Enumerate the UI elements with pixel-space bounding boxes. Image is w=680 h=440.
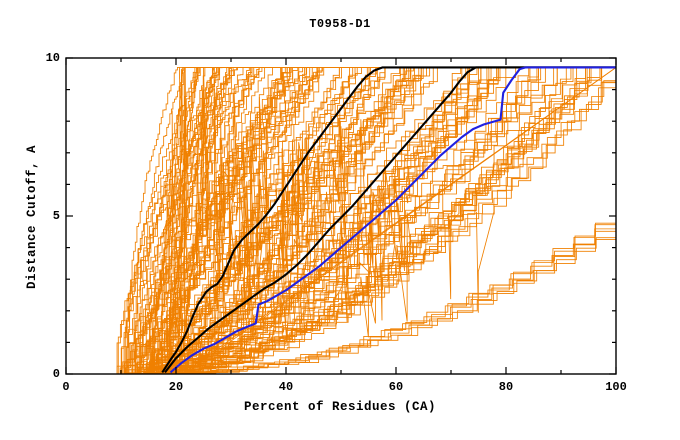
prediction-curve bbox=[113, 67, 616, 374]
x-tick-label: 0 bbox=[62, 380, 70, 394]
prediction-curve bbox=[118, 67, 616, 374]
x-tick-label: 100 bbox=[605, 380, 627, 394]
prediction-curve bbox=[116, 67, 616, 374]
prediction-curve bbox=[136, 67, 616, 374]
prediction-curve bbox=[160, 67, 616, 374]
prediction-curve bbox=[124, 67, 616, 374]
prediction-curve bbox=[137, 67, 616, 374]
x-tick-label: 80 bbox=[498, 380, 514, 394]
prediction-curve bbox=[169, 67, 616, 374]
prediction-curve bbox=[122, 67, 616, 374]
prediction-curve bbox=[133, 67, 616, 374]
prediction-curve bbox=[132, 67, 616, 374]
y-tick-label: 5 bbox=[52, 209, 60, 223]
prediction-curve bbox=[130, 67, 616, 374]
reference-curve bbox=[164, 66, 616, 374]
prediction-curve bbox=[125, 67, 616, 374]
prediction-curve bbox=[173, 67, 616, 374]
prediction-curve bbox=[137, 67, 616, 374]
x-tick-label: 60 bbox=[388, 380, 404, 394]
prediction-curve bbox=[157, 67, 616, 374]
prediction-curve bbox=[117, 67, 616, 374]
prediction-curve bbox=[113, 67, 616, 374]
prediction-curve bbox=[143, 67, 616, 374]
prediction-curve bbox=[127, 67, 616, 374]
y-tick-label: 0 bbox=[52, 367, 60, 381]
highlight-curve bbox=[169, 66, 616, 374]
prediction-curve bbox=[166, 67, 616, 374]
curves-layer bbox=[110, 66, 616, 374]
prediction-curve bbox=[153, 67, 616, 374]
prediction-curve bbox=[144, 67, 616, 374]
prediction-curve bbox=[115, 67, 616, 374]
prediction-curve bbox=[135, 67, 616, 374]
prediction-curve bbox=[112, 67, 616, 374]
axes-layer bbox=[65, 57, 617, 375]
prediction-curve bbox=[110, 67, 616, 374]
x-axis-label: Percent of Residues (CA) bbox=[243, 400, 437, 414]
prediction-curve bbox=[132, 67, 616, 374]
prediction-curve bbox=[149, 67, 616, 374]
x-tick-label: 20 bbox=[168, 380, 184, 394]
chart-title: T0958-D1 bbox=[309, 17, 371, 31]
reference-curve bbox=[161, 66, 616, 373]
prediction-curve bbox=[180, 67, 616, 374]
prediction-curve bbox=[153, 67, 616, 374]
prediction-curve bbox=[137, 67, 616, 374]
y-tick-label: 10 bbox=[45, 51, 60, 65]
prediction-curve bbox=[126, 67, 616, 374]
x-tick-label: 40 bbox=[278, 380, 294, 394]
prediction-curve bbox=[151, 67, 616, 374]
